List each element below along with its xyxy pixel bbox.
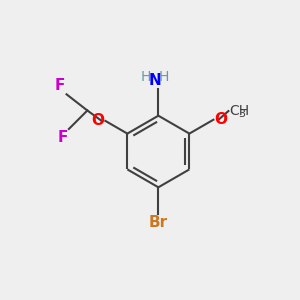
- Text: CH: CH: [230, 104, 250, 118]
- Text: Br: Br: [149, 215, 168, 230]
- Text: O: O: [91, 113, 104, 128]
- Text: 3: 3: [238, 109, 246, 119]
- Text: N: N: [148, 73, 161, 88]
- Text: F: F: [55, 78, 65, 93]
- Text: H: H: [141, 70, 151, 84]
- Text: O: O: [214, 112, 227, 127]
- Text: F: F: [57, 130, 68, 145]
- Text: H: H: [158, 70, 169, 84]
